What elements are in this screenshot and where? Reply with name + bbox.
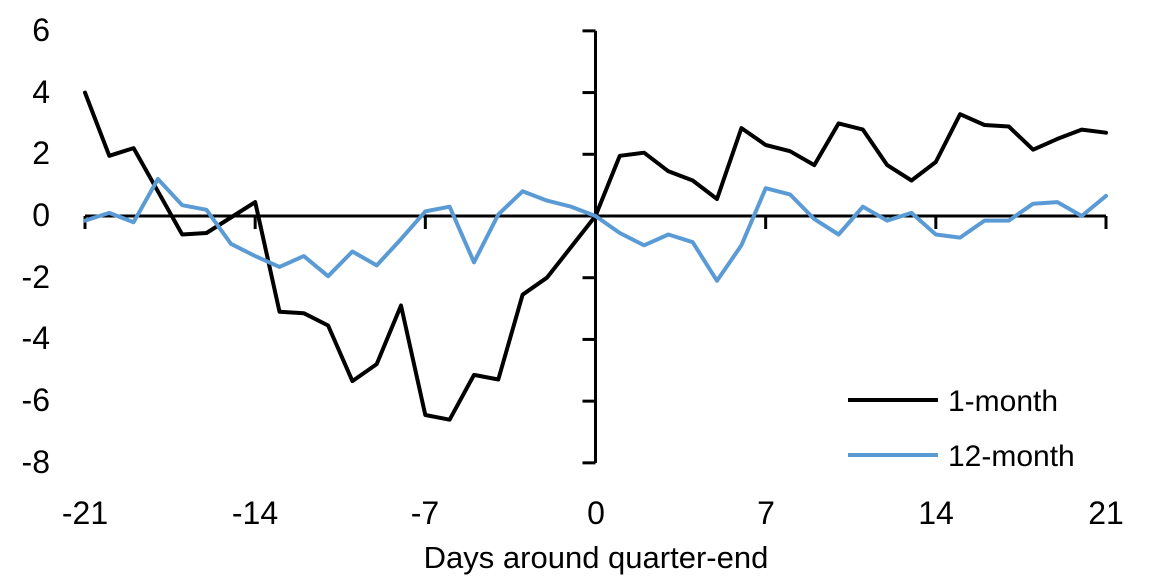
y-tick-label: -2	[22, 259, 50, 295]
x-tick-label: 21	[1088, 495, 1124, 531]
y-tick-label: 0	[32, 197, 50, 233]
y-tick-label: 6	[32, 12, 50, 48]
y-tick-label: -4	[22, 320, 50, 356]
series-line-12-month	[83, 177, 1108, 283]
y-tick-label: -6	[22, 382, 50, 418]
x-tick-label: 14	[918, 495, 954, 531]
legend-label-1-month: 1-month	[948, 385, 1058, 418]
x-axis-title: Days around quarter-end	[424, 540, 769, 575]
y-tick-label: -8	[22, 444, 50, 480]
x-tick-label: -21	[62, 495, 108, 531]
x-tick-label: 0	[587, 495, 605, 531]
x-tick-label: 7	[757, 495, 775, 531]
x-tick-label: -7	[411, 495, 439, 531]
y-tick-label: 4	[32, 74, 50, 110]
x-tick-label: -14	[232, 495, 278, 531]
y-tick-label: 2	[32, 135, 50, 171]
legend-label-12-month: 12-month	[948, 440, 1075, 473]
